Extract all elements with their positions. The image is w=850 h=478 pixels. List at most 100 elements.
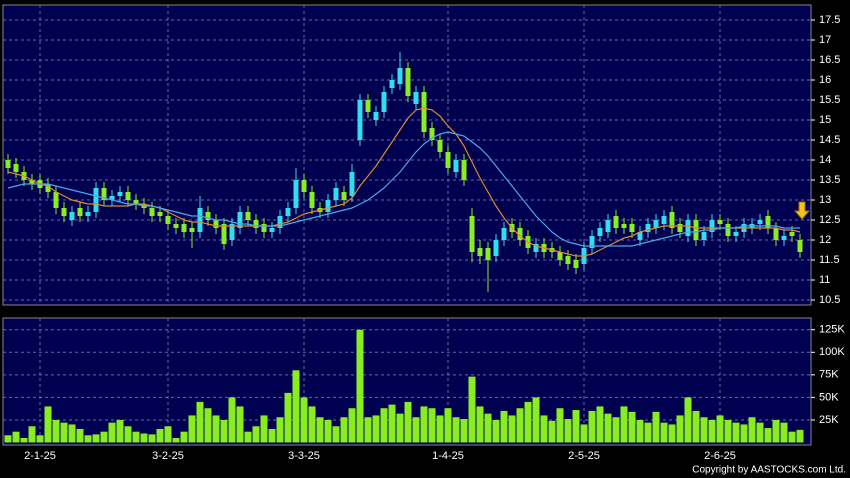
volume-bar bbox=[420, 406, 428, 443]
y-tick-label: 13 bbox=[819, 194, 831, 206]
candle-body bbox=[445, 152, 451, 168]
volume-bar bbox=[636, 419, 644, 443]
candle-body bbox=[493, 240, 499, 256]
moving-average-line bbox=[7, 131, 800, 247]
volume-bar bbox=[156, 428, 164, 443]
candle-body bbox=[237, 212, 243, 228]
volume-bar bbox=[380, 408, 388, 443]
candle-body bbox=[597, 228, 603, 236]
volume-bar bbox=[684, 397, 692, 443]
volume-bar bbox=[460, 419, 468, 443]
y-tick-label: 17.5 bbox=[819, 14, 840, 26]
candle-body bbox=[101, 188, 107, 200]
volume-bar bbox=[468, 376, 476, 443]
candle-body bbox=[701, 232, 707, 240]
volume-bar bbox=[412, 417, 420, 443]
candle-body bbox=[165, 216, 171, 224]
candle-body bbox=[501, 228, 507, 240]
volume-bar bbox=[44, 406, 52, 443]
y-tick-label: 100K bbox=[819, 346, 845, 358]
candle-body bbox=[173, 224, 179, 228]
y-tick-label: 10.5 bbox=[819, 294, 840, 306]
candle-body bbox=[565, 256, 571, 264]
candle-body bbox=[157, 212, 163, 216]
volume-bar bbox=[108, 422, 116, 443]
volume-bar bbox=[68, 424, 76, 443]
volume-bar bbox=[332, 426, 340, 443]
volume-bar bbox=[796, 429, 804, 443]
y-tick-label: 75K bbox=[819, 369, 839, 381]
y-tick-label: 50K bbox=[819, 391, 839, 403]
candle-body bbox=[325, 200, 331, 212]
candle-body bbox=[469, 216, 475, 252]
volume-bar bbox=[220, 419, 228, 443]
latest-arrow bbox=[793, 201, 811, 220]
candle-body bbox=[349, 172, 355, 196]
candle-body bbox=[245, 212, 251, 220]
candle-body bbox=[717, 220, 723, 224]
volume-bar bbox=[284, 392, 292, 443]
candle-body bbox=[429, 128, 435, 140]
volume-bar bbox=[516, 408, 524, 443]
y-tick-label: 12 bbox=[819, 234, 831, 246]
candle-body bbox=[397, 68, 403, 84]
volume-bar bbox=[772, 419, 780, 443]
candle-body bbox=[389, 80, 395, 88]
candle-body bbox=[357, 100, 363, 140]
candle-body bbox=[365, 100, 371, 112]
candle-body bbox=[13, 164, 19, 172]
volume-bar bbox=[20, 437, 28, 443]
volume-bar bbox=[316, 417, 324, 443]
candle-body bbox=[61, 208, 67, 216]
y-tick-label: 13.5 bbox=[819, 174, 840, 186]
volume-bar bbox=[724, 419, 732, 443]
candle-body bbox=[661, 216, 667, 224]
candle-body bbox=[693, 220, 699, 240]
candle-body bbox=[125, 192, 131, 200]
y-tick-label: 11.5 bbox=[819, 254, 840, 266]
volume-bar bbox=[740, 424, 748, 443]
candle-body bbox=[517, 228, 523, 240]
x-tick-label: 2-5-25 bbox=[568, 450, 600, 462]
candle-body bbox=[93, 188, 99, 212]
x-tick-label: 3-3-25 bbox=[288, 450, 320, 462]
volume-bar bbox=[428, 408, 436, 443]
volume-bar bbox=[348, 408, 356, 443]
volume-bar bbox=[172, 437, 180, 443]
candle-body bbox=[781, 236, 787, 240]
volume-bar bbox=[452, 417, 460, 443]
volume-bar bbox=[180, 431, 188, 443]
moving-average-line bbox=[7, 107, 801, 257]
volume-bar bbox=[612, 417, 620, 443]
y-tick-label: 17 bbox=[819, 34, 831, 46]
candle-body bbox=[229, 224, 235, 240]
volume-bar bbox=[228, 397, 236, 443]
candle-body bbox=[277, 216, 283, 228]
volume-bar bbox=[540, 415, 548, 443]
candle-body bbox=[269, 228, 275, 232]
volume-bar bbox=[604, 413, 612, 443]
candle-body bbox=[437, 140, 443, 152]
volume-bar bbox=[76, 428, 84, 443]
candle-body bbox=[413, 92, 419, 104]
candle-body bbox=[685, 220, 691, 236]
candle-body bbox=[789, 232, 795, 236]
volume-bar bbox=[396, 413, 404, 443]
volume-bar bbox=[236, 406, 244, 443]
y-tick-label: 16 bbox=[819, 74, 831, 86]
candle-body bbox=[373, 112, 379, 120]
volume-bar bbox=[340, 417, 348, 443]
volume-bar bbox=[92, 434, 100, 443]
x-tick-label: 2-1-25 bbox=[24, 450, 56, 462]
volume-bar bbox=[116, 419, 124, 443]
candle-body bbox=[757, 220, 763, 224]
volume-bar bbox=[356, 329, 364, 443]
candle-body bbox=[573, 260, 579, 268]
candle-body bbox=[261, 224, 267, 232]
volume-bar bbox=[548, 420, 556, 443]
candle-body bbox=[477, 248, 483, 256]
candle-body bbox=[85, 212, 91, 216]
volume-bar bbox=[564, 419, 572, 443]
candle-body bbox=[669, 212, 675, 228]
